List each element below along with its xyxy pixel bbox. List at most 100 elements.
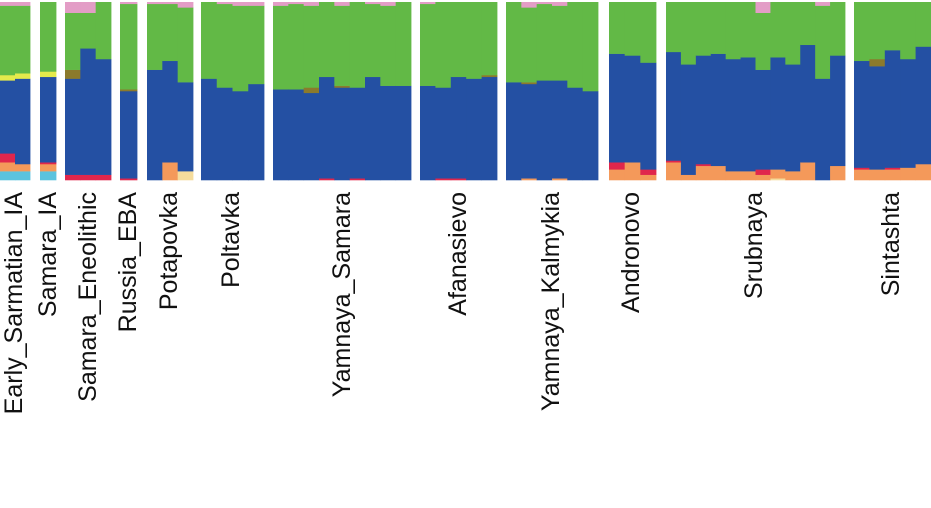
ancestry-segment-orange [884, 169, 901, 181]
ancestry-segment-green [800, 2, 816, 46]
ancestry-segment-green [232, 5, 249, 92]
group-panel [273, 2, 412, 181]
ancestry-segment-blue [680, 64, 697, 175]
ancestry-segment-orange [0, 162, 16, 172]
ancestry-segment-pink [273, 2, 289, 6]
ancestry-segment-pink [15, 2, 31, 6]
ancestry-segment-blue [65, 78, 81, 175]
ancestry-segment-red [65, 174, 81, 181]
admixture-plot [0, 2, 931, 181]
group-panel [65, 2, 112, 181]
group-label-russia-eba: Russia_EBA [114, 192, 142, 333]
ancestry-segment-green [740, 2, 756, 58]
ancestry-segment-orange [854, 169, 870, 181]
ancestry-segment-green [334, 5, 351, 86]
ancestry-segment-pink [65, 2, 81, 13]
ancestry-segment-blue [755, 69, 771, 170]
ancestry-segment-red [609, 162, 626, 170]
ancestry-segment-green [349, 2, 366, 88]
ancestry-segment-red [0, 153, 16, 163]
ancestry-segment-red [695, 163, 712, 167]
ancestry-segment-orange [162, 162, 179, 181]
group-panel [854, 2, 931, 181]
ancestry-segment-blue [815, 78, 831, 181]
ancestry-segment-blue [450, 76, 467, 179]
group-panel [40, 2, 57, 181]
ancestry-segment-pink [120, 2, 138, 5]
ancestry-segment-green [120, 3, 138, 90]
ancestry-segment-pink [216, 2, 233, 5]
group-label-yamnaya-samara: Yamnaya_Samara [328, 192, 356, 398]
ancestry-segment-green [162, 3, 179, 62]
ancestry-segment-green [273, 5, 289, 90]
ancestry-segment-pink [0, 2, 16, 6]
ancestry-segment-red [120, 178, 138, 181]
ancestry-segment-red [95, 174, 112, 181]
ancestry-segment-pink [815, 2, 831, 6]
ancestry-segment-green [216, 3, 233, 88]
ancestry-segment-green [755, 12, 771, 70]
ancestry-segment-green [666, 2, 682, 53]
ancestry-segment-green [248, 5, 265, 85]
ancestry-segment-blue [640, 62, 657, 170]
group-label-sintashta: Sintashta [877, 192, 905, 297]
ancestry-segment-cyan [0, 171, 16, 181]
ancestry-segment-cyan [40, 171, 57, 181]
ancestry-segment-blue [288, 89, 305, 181]
ancestry-segment-green [710, 2, 727, 54]
ancestry-segment-red [854, 167, 870, 170]
ancestry-segment-green [420, 3, 436, 86]
ancestry-segment-green [770, 2, 786, 58]
ancestry-segment-red [435, 178, 452, 181]
ancestry-segment-green [147, 3, 163, 70]
ancestry-segment-orange [800, 162, 816, 181]
ancestry-segment-blue [303, 92, 320, 181]
group-panel [506, 2, 599, 181]
ancestry-segment-green [0, 5, 16, 76]
ancestry-segment-green [450, 2, 467, 78]
ancestry-segment-blue [319, 76, 335, 179]
ancestry-segment-blue [216, 87, 233, 181]
ancestry-segment-green [466, 2, 482, 79]
ancestry-segment-cream [177, 171, 194, 181]
ancestry-segment-orange [900, 167, 916, 181]
ancestry-segment-green [815, 5, 831, 79]
ancestry-segment-blue [349, 87, 366, 179]
ancestry-segment-blue [273, 89, 289, 181]
group-label-potapovka: Potapovka [155, 192, 183, 311]
ancestry-segment-orange [830, 165, 846, 181]
ancestry-segment-orange [915, 163, 931, 181]
ancestry-segment-red [349, 178, 366, 181]
ancestry-segment-pink [177, 2, 194, 8]
ancestry-segment-pink [755, 2, 771, 13]
ancestry-segment-blue [80, 48, 97, 175]
ancestry-segment-yellow [0, 74, 16, 81]
ancestry-segment-blue [466, 78, 482, 181]
group-panel [420, 2, 498, 181]
ancestry-segment-pink [365, 2, 381, 5]
group-label-samara-eneolithic: Samara_Eneolithic [74, 192, 102, 402]
ancestry-segment-green [65, 12, 81, 70]
ancestry-segment-green [640, 2, 657, 63]
ancestry-segment-orange [710, 165, 727, 181]
ancestry-segment-olive [481, 74, 498, 78]
ancestry-segment-blue [666, 51, 682, 161]
ancestry-segment-orange [624, 162, 641, 181]
ancestry-segment-green [435, 2, 452, 88]
ancestry-segment-red [755, 169, 771, 175]
group-label-andronovo: Andronovo [617, 192, 645, 313]
ancestry-segment-green [303, 5, 320, 88]
group-label-early-sarmatian-ia: Early_Sarmatian_IA [0, 192, 28, 415]
ancestry-segment-cyan [15, 171, 31, 181]
ancestry-segment-blue [365, 76, 381, 181]
ancestry-segment-blue [567, 87, 584, 181]
ancestry-segment-green [506, 2, 522, 83]
ancestry-segment-green [395, 2, 412, 86]
ancestry-segment-blue [120, 91, 138, 179]
ancestry-segment-red [40, 162, 57, 165]
ancestry-segment-pink [380, 2, 397, 6]
ancestry-segment-orange [725, 171, 741, 181]
ancestry-segment-orange [40, 163, 57, 172]
ancestry-segment-blue [40, 76, 57, 163]
ancestry-segment-green [15, 5, 31, 74]
